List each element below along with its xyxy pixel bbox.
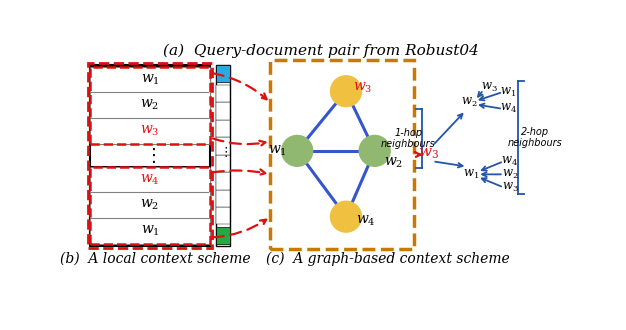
Bar (216, 189, 230, 207)
Text: $w_3$: $w_3$ (501, 181, 518, 194)
Bar (216, 207, 230, 224)
Bar (216, 102, 230, 120)
Text: $\vdots$: $\vdots$ (144, 146, 156, 165)
Text: $w_4$: $w_4$ (356, 214, 375, 228)
Bar (216, 65, 230, 82)
Bar (90, 67, 210, 144)
Text: 1-hop
neighbours: 1-hop neighbours (381, 128, 436, 149)
Text: $w_3$: $w_3$ (353, 80, 372, 94)
Bar (90, 167, 210, 244)
Text: $w_1$: $w_1$ (141, 224, 160, 238)
Bar (90, 65, 210, 246)
Text: $w_2$: $w_2$ (140, 198, 160, 212)
Bar (216, 137, 230, 155)
Bar (216, 155, 230, 172)
Bar (216, 227, 230, 245)
Text: $w_2$: $w_2$ (140, 98, 160, 112)
Text: $w_2$: $w_2$ (461, 96, 478, 109)
Bar (90, 67, 210, 144)
Text: $w_4$: $w_4$ (501, 155, 518, 168)
Text: (b)  A local context scheme: (b) A local context scheme (61, 251, 251, 265)
Text: $w_2$: $w_2$ (384, 155, 404, 170)
Circle shape (282, 135, 313, 166)
Bar (270, 60, 414, 249)
Text: (c)  A graph-based context scheme: (c) A graph-based context scheme (267, 251, 510, 266)
Text: $\vdots$: $\vdots$ (218, 145, 228, 159)
Circle shape (331, 201, 361, 232)
Text: $w_1$: $w_1$ (141, 72, 160, 86)
Bar (216, 65, 230, 246)
Text: $w_4$: $w_4$ (500, 102, 517, 115)
Circle shape (331, 76, 361, 107)
Circle shape (359, 135, 390, 166)
Bar (216, 85, 230, 102)
Bar (216, 172, 230, 189)
Text: $w_3$: $w_3$ (418, 147, 439, 161)
Text: 2-hop
neighbours: 2-hop neighbours (507, 127, 562, 148)
Text: $w_1$: $w_1$ (500, 85, 516, 99)
Text: $w_4$: $w_4$ (140, 172, 160, 187)
Text: $w_2$: $w_2$ (501, 168, 518, 181)
Text: $w_1$: $w_1$ (269, 144, 287, 158)
Text: $w_1$: $w_1$ (463, 168, 480, 181)
Text: $w_3$: $w_3$ (140, 123, 160, 138)
Text: $w_3$: $w_3$ (481, 81, 498, 94)
Bar (90, 167, 210, 244)
Text: (a)  Query-document pair from Robust04: (a) Query-document pair from Robust04 (163, 44, 479, 58)
Bar (88, 63, 212, 248)
Bar (216, 120, 230, 137)
